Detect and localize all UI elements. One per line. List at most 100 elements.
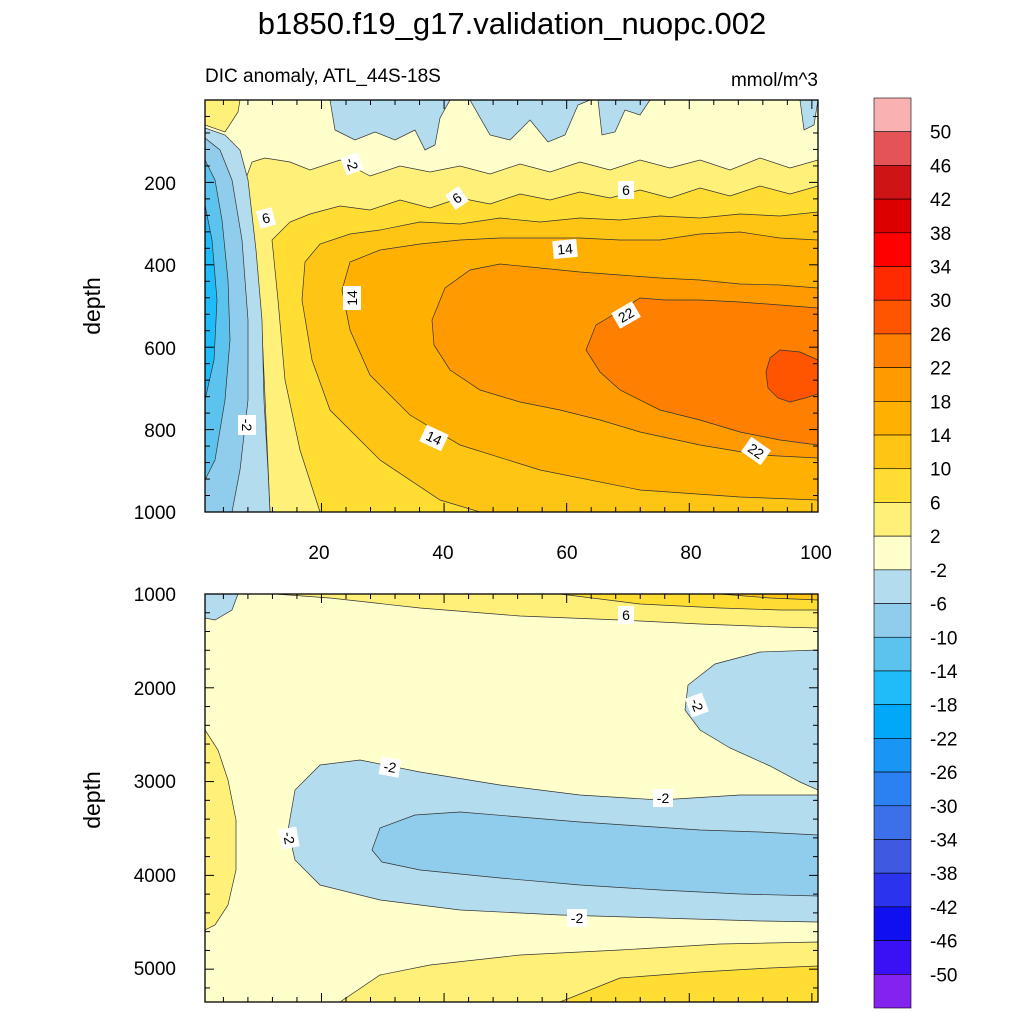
y-tick-label: 400 — [144, 256, 176, 277]
colorbar-swatch — [873, 940, 912, 975]
colorbar-swatch — [873, 165, 912, 200]
svg-text:-2: -2 — [280, 830, 298, 845]
y-tick-label: 3000 — [134, 772, 176, 793]
lower-band — [205, 729, 237, 931]
y-tick-label: 600 — [144, 339, 176, 360]
contour-label: 22 — [611, 301, 641, 329]
colorbar-label: 14 — [930, 426, 952, 447]
upper-y-tick-labels: 200 400 600 800 1000 — [134, 174, 176, 524]
colorbar-label: 18 — [930, 392, 951, 413]
y-tick-label: 1000 — [134, 585, 176, 606]
lower-y-tick-labels: 1000 2000 3000 4000 5000 — [134, 585, 176, 980]
colorbar-label: 34 — [930, 258, 952, 279]
upper-band — [329, 100, 451, 151]
upper-band — [469, 100, 591, 143]
contour-label: 6 — [618, 606, 634, 624]
colorbar-label: -10 — [930, 628, 957, 649]
contour-label: -2 — [653, 789, 673, 807]
colorbar-swatch — [873, 872, 912, 908]
x-tick-label: 80 — [680, 543, 701, 564]
upper-band — [597, 100, 651, 136]
colorbar-label: 50 — [930, 123, 951, 144]
colorbar-label: 10 — [930, 460, 951, 481]
svg-text:6: 6 — [260, 209, 272, 227]
upper-tick-marks — [205, 100, 818, 512]
y-tick-label: 5000 — [134, 959, 176, 980]
colorbar-label: 26 — [930, 325, 951, 346]
colorbar-swatch — [873, 468, 912, 503]
colorbar-swatch — [873, 434, 912, 470]
svg-text:-2: -2 — [687, 696, 706, 713]
upper-x-tick-labels: 20 40 60 80 100 — [308, 543, 831, 564]
upper-y-axis-label: depth — [79, 277, 105, 335]
y-tick-label: 200 — [144, 174, 176, 195]
contour-label: -2 — [278, 826, 300, 850]
svg-text:6: 6 — [622, 182, 630, 198]
colorbar-label: -50 — [930, 965, 957, 986]
svg-text:-2: -2 — [382, 758, 397, 776]
colorbar-label: -46 — [930, 932, 957, 953]
lower-band — [684, 649, 818, 791]
contour-label: -2 — [238, 415, 256, 435]
colorbar-label: 38 — [930, 224, 951, 245]
lower-contour-labels: 6 -2 -2 -2 -2 -2 — [278, 606, 709, 927]
colorbar-swatch — [873, 232, 912, 267]
svg-text:-2: -2 — [657, 790, 670, 806]
colorbar-swatch — [873, 299, 912, 335]
upper-band — [205, 204, 218, 401]
colorbar-label: -38 — [930, 864, 957, 885]
colorbar-label: -30 — [930, 797, 957, 818]
y-tick-label: 4000 — [134, 866, 176, 887]
contour-label: 6 — [618, 181, 634, 199]
colorbar-swatch — [873, 131, 912, 166]
contour-label: 14 — [343, 286, 361, 310]
svg-text:-2: -2 — [342, 155, 361, 172]
lower-band — [719, 594, 818, 601]
colorbar-label: 6 — [930, 493, 941, 514]
colorbar-swatch — [873, 738, 912, 773]
colorbar-label: -34 — [930, 830, 958, 851]
lower-plot-frame — [204, 593, 819, 1003]
colorbar-swatch — [873, 535, 912, 571]
lower-band — [371, 811, 818, 897]
chart-title: b1850.f19_g17.validation_nuopc.002 — [258, 6, 767, 41]
contour-label: 14 — [552, 238, 578, 260]
colorbar-label: 2 — [930, 527, 941, 548]
contour-label: 22 — [741, 436, 771, 466]
upper-band — [799, 100, 818, 131]
svg-text:14: 14 — [557, 240, 574, 257]
colorbar-swatch — [873, 401, 912, 436]
svg-text:-2: -2 — [571, 910, 584, 926]
colorbar-swatch — [873, 805, 912, 840]
colorbar-swatch — [873, 771, 912, 807]
colorbar-swatch — [873, 704, 912, 739]
contour-label: 14 — [419, 424, 449, 452]
svg-text:6: 6 — [622, 607, 630, 623]
colorbar-label: -18 — [930, 696, 957, 717]
upper-band — [205, 100, 241, 133]
chart-subtitle: DIC anomaly, ATL_44S-18S — [205, 66, 441, 87]
colorbar-swatch — [873, 603, 912, 638]
lower-y-axis-label: depth — [79, 771, 105, 829]
lower-panel: 6 -2 -2 -2 -2 -2 depth 1000 2000 3000 40… — [79, 585, 819, 1003]
upper-panel: -2 6 6 6 14 14 22 14 22 -2 depth 200 400… — [79, 99, 832, 564]
contour-label: 6 — [445, 186, 469, 210]
lower-tick-marks — [205, 594, 818, 1002]
colorbar-swatch — [873, 333, 912, 368]
upper-band — [765, 349, 818, 403]
colorbar-swatch — [873, 198, 912, 234]
colorbar-swatch — [873, 367, 912, 402]
upper-band — [585, 297, 818, 446]
contour-label: -2 — [685, 692, 709, 718]
colorbar-swatch — [873, 839, 912, 874]
upper-plot-frame — [204, 99, 819, 513]
colorbar-swatch — [873, 502, 912, 537]
colorbar-label: 30 — [930, 291, 951, 312]
colorbar-label: 42 — [930, 190, 951, 211]
colorbar-label: 46 — [930, 156, 951, 177]
colorbar-swatch — [873, 266, 912, 301]
svg-text:-2: -2 — [239, 419, 255, 432]
svg-text:14: 14 — [344, 290, 360, 306]
lower-band — [205, 594, 239, 621]
colorbar-label: -22 — [930, 729, 957, 750]
